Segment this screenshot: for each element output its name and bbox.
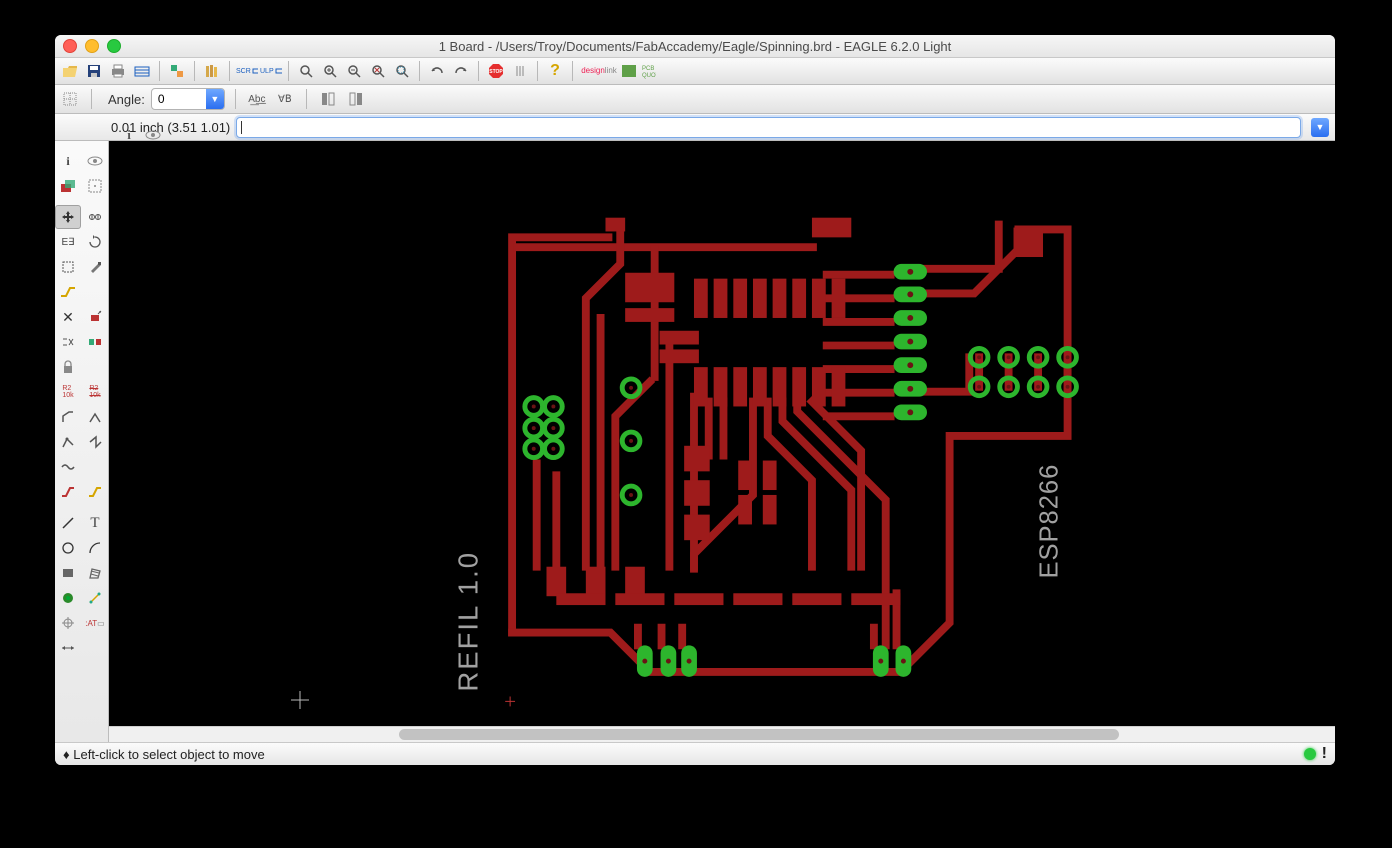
status-text: ♦ Left-click to select object to move	[63, 747, 265, 762]
stop-icon[interactable]: STOP	[485, 61, 507, 81]
tool-add[interactable]	[82, 305, 108, 329]
tool-replace[interactable]	[82, 330, 108, 354]
angle-label: Angle:	[108, 92, 145, 107]
tool-empty3[interactable]	[82, 455, 108, 479]
command-row: i 0.01 inch (3.51 1.01) ▼	[55, 114, 1335, 141]
grid-icon[interactable]	[59, 89, 81, 109]
status-dot-icon	[1304, 748, 1316, 760]
designlink-icon[interactable]: designlink	[579, 61, 619, 81]
command-dropdown-icon[interactable]: ▼	[1311, 118, 1329, 137]
tool-palette: i E∃	[55, 141, 109, 742]
tool-info[interactable]: i	[55, 149, 81, 173]
tool-polygon[interactable]	[82, 561, 108, 585]
close-button[interactable]	[63, 39, 77, 53]
tool-copy[interactable]	[82, 205, 108, 229]
tool-signal[interactable]	[82, 586, 108, 610]
zoom-button[interactable]	[107, 39, 121, 53]
h-scroll-thumb[interactable]	[399, 729, 1119, 740]
window-title: 1 Board - /Users/Troy/Documents/FabAccad…	[55, 39, 1335, 54]
canvas-area: REFIL 1.0 ESP8266	[109, 141, 1335, 742]
tool-change[interactable]	[82, 255, 108, 279]
ulp-icon[interactable]: ULP	[260, 61, 282, 81]
tool-meander[interactable]	[82, 430, 108, 454]
zoom-fit-icon[interactable]	[295, 61, 317, 81]
spin-on-icon[interactable]	[345, 89, 367, 109]
tool-arc[interactable]	[82, 536, 108, 560]
svg-text:STOP: STOP	[489, 69, 503, 75]
cam-icon[interactable]	[131, 61, 153, 81]
tool-empty4[interactable]	[82, 636, 108, 660]
pcb-svg: REFIL 1.0 ESP8266	[109, 141, 1335, 726]
board-schem-icon[interactable]	[166, 61, 188, 81]
tool-text[interactable]: T	[82, 511, 108, 535]
status-bang: !	[1322, 745, 1327, 763]
go-icon[interactable]	[509, 61, 531, 81]
tool-circle[interactable]	[55, 536, 81, 560]
chevron-down-icon: ▼	[206, 89, 224, 109]
open-icon[interactable]	[59, 61, 81, 81]
tool-hole[interactable]	[55, 611, 81, 635]
scr-icon[interactable]: SCR	[236, 61, 258, 81]
tool-layer[interactable]	[55, 174, 81, 198]
zoom-in-icon[interactable]	[319, 61, 341, 81]
params-toolbar: Angle: 0 ▼ A͟b͟c̲ ꓯꓐ	[55, 85, 1335, 114]
tool-delete[interactable]: ✕	[55, 305, 81, 329]
tool-mirror[interactable]: E∃	[55, 230, 81, 254]
svg-text:REFIL 1.0: REFIL 1.0	[453, 551, 484, 692]
undo-icon[interactable]	[426, 61, 448, 81]
mirror-v-icon[interactable]: ꓯꓐ	[274, 89, 296, 109]
tool-line[interactable]	[55, 511, 81, 535]
svg-text:ESP8266: ESP8266	[1036, 464, 1064, 579]
tool-optimize[interactable]	[55, 430, 81, 454]
tool-smash[interactable]: R210k	[55, 380, 81, 404]
redo-icon[interactable]	[450, 61, 472, 81]
tool-lock[interactable]	[55, 355, 81, 379]
spin-off-icon[interactable]	[317, 89, 339, 109]
print-icon[interactable]	[107, 61, 129, 81]
tool-dimension[interactable]	[55, 636, 81, 660]
zoom-redraw-icon[interactable]	[367, 61, 389, 81]
tool-route[interactable]	[55, 280, 81, 304]
tool-via[interactable]	[55, 586, 81, 610]
titlebar: 1 Board - /Users/Troy/Documents/FabAccad…	[55, 35, 1335, 58]
pcbquote-icon[interactable]: PCBQUOTE	[621, 61, 657, 81]
tool-move[interactable]	[55, 205, 81, 229]
tool-attribute[interactable]: :AT▭	[82, 611, 108, 635]
command-input[interactable]	[236, 117, 1301, 138]
tool-miter[interactable]	[55, 405, 81, 429]
tool-show[interactable]	[82, 149, 108, 173]
tool-rotate[interactable]	[82, 230, 108, 254]
tool-rect[interactable]	[55, 561, 81, 585]
minimize-button[interactable]	[85, 39, 99, 53]
tool-ripup[interactable]	[55, 455, 81, 479]
tool-wire-b[interactable]	[82, 480, 108, 504]
library-icon[interactable]	[201, 61, 223, 81]
traffic-lights	[55, 39, 121, 53]
save-icon[interactable]	[83, 61, 105, 81]
zoom-out-icon[interactable]	[343, 61, 365, 81]
tool-split[interactable]	[82, 405, 108, 429]
zoom-select-icon[interactable]	[391, 61, 413, 81]
h-scrollbar[interactable]	[109, 726, 1335, 742]
tool-group[interactable]	[55, 255, 81, 279]
angle-value: 0	[152, 92, 206, 106]
statusbar: ♦ Left-click to select object to move !	[55, 742, 1335, 765]
angle-select[interactable]: 0 ▼	[151, 88, 225, 110]
canvas[interactable]: REFIL 1.0 ESP8266	[109, 141, 1335, 726]
tool-empty2[interactable]	[82, 355, 108, 379]
svg-text:QUOTE: QUOTE	[642, 73, 656, 79]
mirror-h-icon[interactable]: A͟b͟c̲	[246, 89, 268, 109]
tool-pinswap[interactable]	[55, 330, 81, 354]
help-icon[interactable]: ?	[544, 61, 566, 81]
tool-mark[interactable]	[82, 174, 108, 198]
svg-text:PCB: PCB	[642, 66, 654, 72]
tool-wire-a[interactable]	[55, 480, 81, 504]
cursor-cross-icon	[291, 691, 309, 714]
tool-empty1[interactable]	[82, 280, 108, 304]
tool-name[interactable]: R210k	[82, 380, 108, 404]
main-toolbar: SCR ULP STOP ? designlink PCBQUOTE	[55, 58, 1335, 85]
app-window: 1 Board - /Users/Troy/Documents/FabAccad…	[55, 35, 1335, 765]
